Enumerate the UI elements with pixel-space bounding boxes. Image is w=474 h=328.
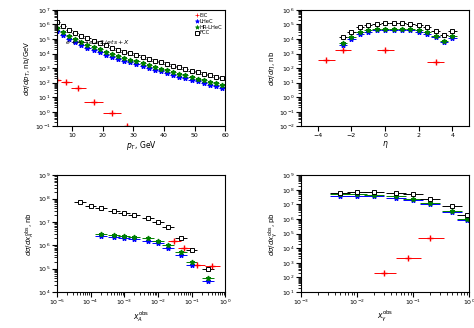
- Y-axis label: $d\sigma/dx_\gamma^{\rm obs}$, pb: $d\sigma/dx_\gamma^{\rm obs}$, pb: [266, 212, 281, 256]
- Y-axis label: $d\sigma/dp_T$, nb/GeV: $d\sigma/dp_T$, nb/GeV: [23, 40, 33, 96]
- X-axis label: $x_\gamma^{\rm obs}$: $x_\gamma^{\rm obs}$: [377, 309, 393, 324]
- X-axis label: $p_T$, GeV: $p_T$, GeV: [126, 139, 156, 152]
- Y-axis label: $d\sigma/dx_A^{\rm obs}$, nb: $d\sigma/dx_A^{\rm obs}$, nb: [23, 212, 37, 256]
- Text: $e + A \rightarrow e + 2\,jets + X$: $e + A \rightarrow e + 2\,jets + X$: [65, 38, 131, 47]
- X-axis label: $x_A^{\rm obs}$: $x_A^{\rm obs}$: [133, 309, 149, 324]
- X-axis label: $\eta$: $\eta$: [382, 139, 388, 150]
- Y-axis label: $d\sigma/d\eta$, nb: $d\sigma/d\eta$, nb: [267, 51, 277, 86]
- Legend: EIC, LHeC, HR-LHeC, FCC: EIC, LHeC, HR-LHeC, FCC: [194, 12, 223, 36]
